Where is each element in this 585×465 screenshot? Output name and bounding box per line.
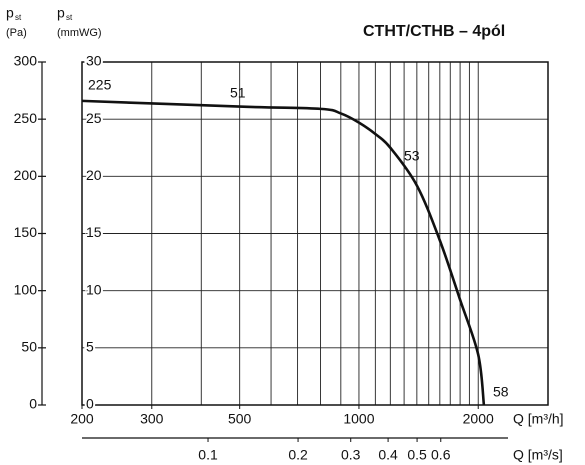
y2-label-symbol: p <box>57 5 65 21</box>
y2-tick-label: 30 <box>86 53 102 69</box>
plot-frame <box>81 61 549 406</box>
x2-tick-label: 0.2 <box>288 447 308 463</box>
x2-tick-label: 0.1 <box>198 447 218 463</box>
y2-tick-label: 25 <box>86 110 102 126</box>
y2-tick-label: 10 <box>86 281 102 297</box>
y-tick-label: 200 <box>14 167 38 183</box>
y2-label-unit: (mmWG) <box>57 27 102 39</box>
y2-tick-label: 5 <box>86 339 94 355</box>
x-tick-label: 300 <box>140 411 164 427</box>
x2-tick-label: 0.3 <box>341 447 361 463</box>
y-label-sub: st <box>15 13 22 22</box>
x-tick-label: 2000 <box>463 411 494 427</box>
y-tick-label: 250 <box>14 110 38 126</box>
y2-tick-label: 0 <box>86 396 94 412</box>
annotation: 225 <box>88 77 112 93</box>
x-tick-label: 200 <box>70 411 94 427</box>
annotation: 58 <box>493 384 509 400</box>
curve <box>81 99 486 406</box>
y-tick-label: 150 <box>14 224 38 240</box>
chart-title: CTHT/CTHB – 4pól <box>363 23 505 40</box>
x2-tick-label: 0.5 <box>407 447 427 463</box>
annotation: 53 <box>404 148 420 164</box>
x-tick-label: 500 <box>228 411 252 427</box>
annotation: 51 <box>230 85 246 101</box>
x2-tick-label: 0.4 <box>378 447 398 463</box>
y-tick-label: 50 <box>21 339 37 355</box>
y-tick-label: 100 <box>14 281 38 297</box>
x2-axis-label: Q [m³/s] <box>513 447 563 463</box>
y2-tick-label: 15 <box>86 224 102 240</box>
y-label-unit: (Pa) <box>6 27 27 39</box>
x2-tick-label: 0.6 <box>431 447 451 463</box>
x-axis-label: Q [m³/h] <box>513 411 564 427</box>
y2-label-sub: st <box>66 13 73 22</box>
y-label-symbol: p <box>6 5 14 21</box>
y2-tick-label: 20 <box>86 167 102 183</box>
y-tick-label: 0 <box>29 396 37 412</box>
x-tick-label: 1000 <box>343 411 374 427</box>
y-tick-label: 300 <box>14 53 38 69</box>
